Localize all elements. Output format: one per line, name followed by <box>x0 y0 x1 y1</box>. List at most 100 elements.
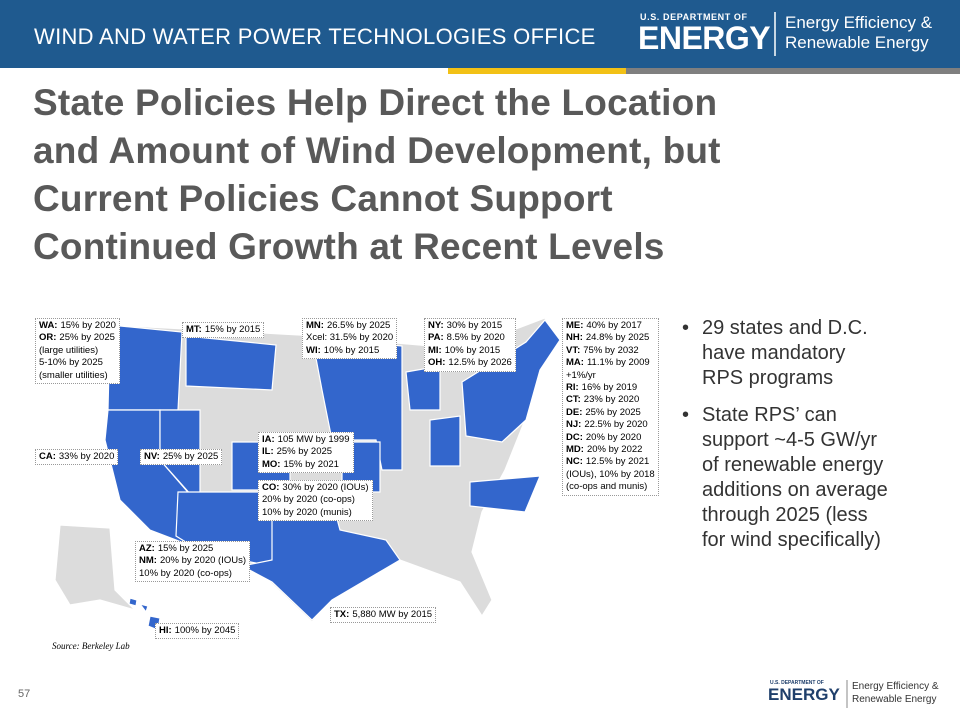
callout-line: Xcel: 31.5% by 2020 <box>306 332 393 344</box>
callout-text: 5,880 MW by 2015 <box>352 609 433 620</box>
callout-line: 10% by 2020 (munis) <box>262 507 369 519</box>
callout: ME: 40% by 2017 NH: 24.8% by 2025 VT: 75% by … <box>562 318 659 496</box>
callout-state: MI: <box>428 344 442 356</box>
callout-text: 20% by 2020 (co-ops) <box>262 494 355 506</box>
page-number: 57 <box>18 688 31 700</box>
bullet-line: for wind specifically) <box>702 529 881 551</box>
callout-text: 33% by 2020 <box>58 451 115 462</box>
callout-state: IA: <box>262 434 275 445</box>
callout-text: 22.5% by 2020 <box>584 419 648 431</box>
callout: AZ: 15% by 2025 NM: 20% by 2020 (IOUs) 10% b… <box>135 541 251 583</box>
logo-energy: ENERGY <box>638 20 771 56</box>
callout-state: HI: <box>159 625 172 636</box>
callout: CA: 33% by 2020 <box>35 449 119 466</box>
callout: WA: 15% by 2020 OR: 25% by 2025 (large utili… <box>35 318 120 385</box>
callout-text: 8.5% by 2020 <box>446 332 505 344</box>
callout-line: CO: 30% by 2020 (IOUs) <box>262 482 369 494</box>
callout-text: (co-ops and munis) <box>566 481 648 493</box>
callout-line: NC: 12.5% by 2021 <box>566 456 655 468</box>
callout-state: MD: <box>566 444 584 456</box>
callout-text: 25% by 2025 <box>59 332 115 344</box>
callout-state: DE: <box>566 406 583 418</box>
callout: NY: 30% by 2015 PA: 8.5% by 2020 MI: 10% by 2… <box>424 318 516 372</box>
callout-line: PA: 8.5% by 2020 <box>428 332 512 344</box>
state <box>405 365 441 411</box>
title-line: and Amount of Wind Development, but <box>33 130 721 171</box>
callout-text: 15% by 2015 <box>204 324 261 335</box>
footer-logo-energy: ENERGY <box>768 685 840 704</box>
callout-text: (IOUs), 10% by 2018 <box>566 468 655 480</box>
header-bar <box>0 0 960 68</box>
callout-line: 10% by 2020 (co-ops) <box>139 568 246 580</box>
state <box>429 415 461 467</box>
bullet-line: additions on average <box>702 479 888 501</box>
callout-text: 11.1% by 2009 <box>586 357 650 369</box>
callout-text: Xcel: 31.5% by 2020 <box>306 332 394 344</box>
callout-text: +1%/yr <box>566 369 596 381</box>
callout: CO: 30% by 2020 (IOUs) 20% by 2020 (co-ops… <box>258 480 373 522</box>
callout-line: MI: 10% by 2015 <box>428 345 512 357</box>
callout-text: 16% by 2019 <box>581 382 638 394</box>
bullet-line: through 2025 (less <box>702 504 868 526</box>
state <box>128 597 138 607</box>
callout-text: 30% by 2020 (IOUs) <box>282 482 369 493</box>
callout-text: 10% by 2020 (munis) <box>262 506 352 518</box>
callout-text: 75% by 2032 <box>583 344 639 356</box>
callout-state: MO: <box>262 458 281 470</box>
bullet: • 29 states and D.C. have mandatory RPS pro… <box>682 316 868 391</box>
callout-line: NJ: 22.5% by 2020 <box>566 419 655 431</box>
callout-line: DE: 25% by 2025 <box>566 407 655 419</box>
callout-line: WI: 10% by 2015 <box>306 345 393 357</box>
callout-line: MN: 26.5% by 2025 <box>306 320 393 332</box>
callout-state: VT: <box>566 344 581 356</box>
callout-state: WA: <box>39 320 58 331</box>
callout-line: 5-10% by 2025 <box>39 357 116 369</box>
callout-text: 5-10% by 2025 <box>39 357 103 369</box>
bullet-line: 29 states and D.C. <box>702 317 868 339</box>
office-name: WIND AND WATER POWER TECHNOLOGIES OFFICE <box>34 24 596 49</box>
map-source: Source: Berkeley Lab <box>52 641 130 651</box>
callout-text: 15% by 2021 <box>283 458 339 470</box>
header-stripe-gray <box>626 68 960 74</box>
callout-line: 20% by 2020 (co-ops) <box>262 494 369 506</box>
callout-line: VT: 75% by 2032 <box>566 345 655 357</box>
callout-text: 23% by 2020 <box>583 394 640 406</box>
title-line: Current Policies Cannot Support <box>33 178 613 219</box>
logo-line1: Energy Efficiency & <box>785 13 933 32</box>
callout-line: +1%/yr <box>566 370 655 382</box>
alaska <box>54 524 138 612</box>
callout-state: OH: <box>428 357 446 369</box>
callout-line: ME: 40% by 2017 <box>566 320 655 332</box>
callout-line: CA: 33% by 2020 <box>39 451 114 463</box>
callout: HI: 100% by 2045 <box>155 623 240 640</box>
callout-text: 12.5% by 2021 <box>585 456 650 468</box>
callout-state: OR: <box>39 332 57 344</box>
callout-line: (co-ops and munis) <box>566 481 655 493</box>
callout-text: 25% by 2025 <box>276 446 333 458</box>
bullet: • State RPS’ can support ~4-5 GW/yr of rene… <box>682 403 888 553</box>
callout-state: ME: <box>566 320 584 331</box>
logo-line2: Renewable Energy <box>785 33 929 52</box>
callout-text: 30% by 2015 <box>446 320 503 331</box>
callout-line: MA: 11.1% by 2009 <box>566 357 655 369</box>
callout-state: RI: <box>566 382 579 394</box>
callout-state: WI: <box>306 344 321 356</box>
callout-text: 20% by 2020 <box>585 431 642 443</box>
callout-text: 105 MW by 1999 <box>277 434 350 445</box>
footer-logo-line2: Renewable Energy <box>852 694 937 705</box>
callout-line: NH: 24.8% by 2025 <box>566 332 655 344</box>
callout-text: (smaller utilities) <box>39 369 108 381</box>
callout-line: HI: 100% by 2045 <box>159 625 235 637</box>
callout-state: NC: <box>566 456 583 468</box>
bullet-line: have mandatory <box>702 342 846 364</box>
callout-line: MO: 15% by 2021 <box>262 459 350 471</box>
callout-state: MT: <box>186 324 202 335</box>
callout-line: AZ: 15% by 2025 <box>139 543 246 555</box>
callout-text: 40% by 2017 <box>586 320 642 331</box>
callout-line: MD: 20% by 2022 <box>566 444 655 456</box>
callout-text: 15% by 2020 <box>60 320 116 331</box>
bullet-line: State RPS’ can <box>702 404 837 426</box>
callout: MT: 15% by 2015 <box>182 322 265 339</box>
callout-line: OR: 25% by 2025 <box>39 332 116 344</box>
